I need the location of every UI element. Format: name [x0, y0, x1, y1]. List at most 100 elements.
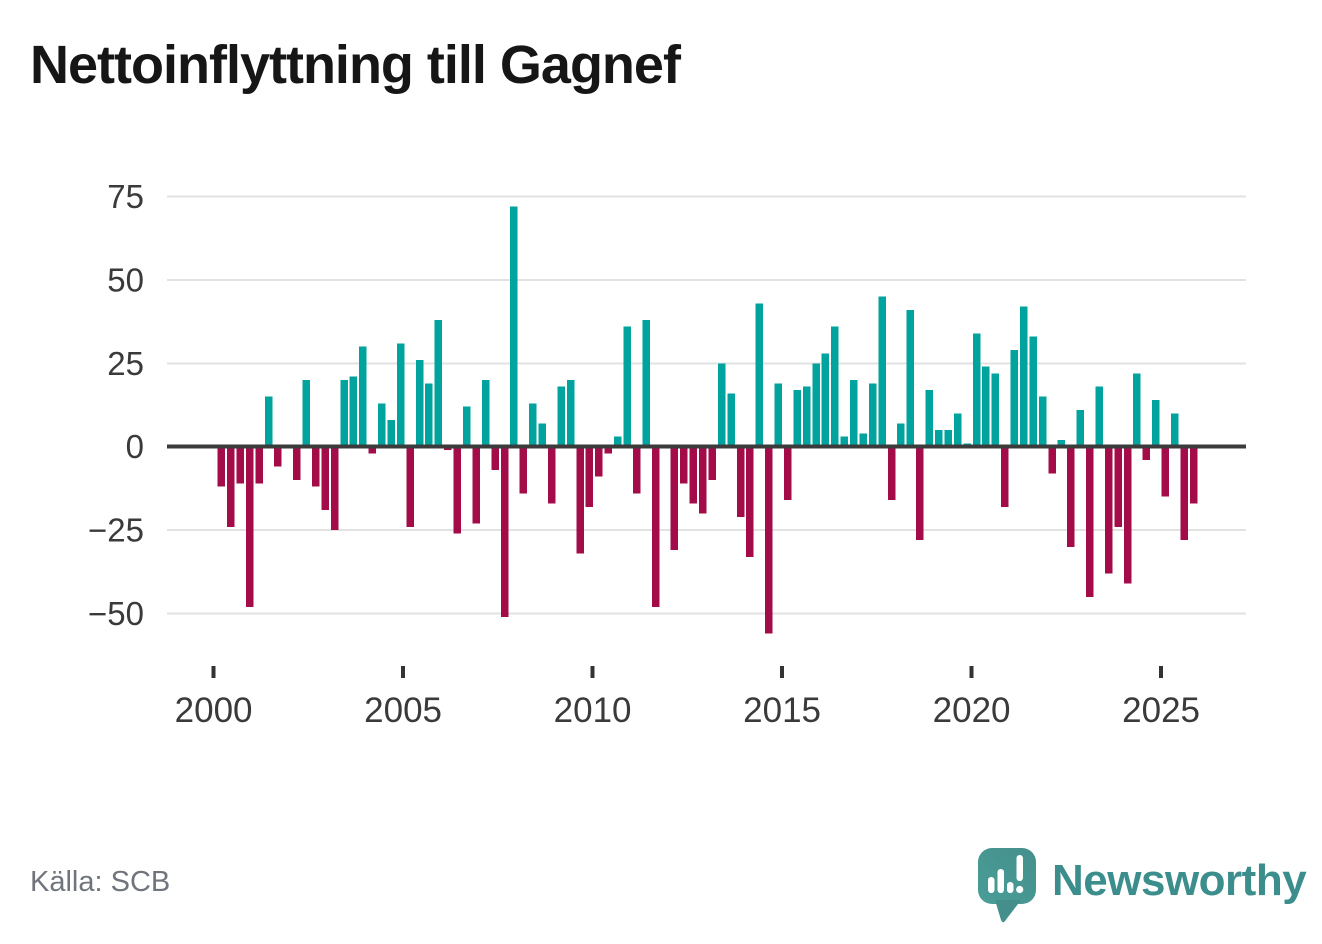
bar-2007-q4	[510, 206, 518, 447]
bar-2017-q1	[859, 433, 867, 447]
bar-2022-q2	[1057, 440, 1066, 447]
bar-2018-q1	[897, 423, 905, 447]
bar-2006-q4	[472, 446, 480, 524]
bar-2012-q2	[680, 446, 688, 484]
x-tick-2005	[401, 666, 406, 678]
y-axis-label--50: −50	[88, 595, 144, 632]
bar-2008-q1	[519, 446, 528, 494]
page-title: Nettoinflyttning till Gagnef	[30, 35, 681, 95]
bar-2005-q1	[406, 446, 414, 527]
bar-2000-q4	[245, 446, 254, 607]
bar-2003-q4	[359, 346, 367, 447]
bar-2020-q3	[991, 373, 1000, 447]
bar-2020-q1	[972, 333, 981, 447]
bar-2005-q3	[425, 383, 433, 447]
bar-2000-q1	[217, 446, 226, 487]
bar-2021-q2	[1019, 306, 1028, 447]
bar-2022-q4	[1076, 410, 1085, 447]
x-tick-2000	[211, 666, 216, 678]
bar-2024-q1	[1123, 446, 1132, 584]
bar-2009-q2	[566, 379, 575, 447]
bar-2005-q4	[434, 319, 443, 447]
bar-2013-q4	[736, 446, 745, 517]
bar-2010-q1	[595, 446, 603, 477]
bar-2025-q4	[1189, 446, 1198, 504]
bar-2003-q3	[349, 376, 358, 447]
bar-2016-q2	[831, 326, 839, 447]
bar-2021-q3	[1029, 336, 1037, 447]
bar-chart-speech-bubble-icon	[978, 848, 1036, 923]
bar-2004-q1	[368, 446, 377, 454]
bar-2018-q2	[906, 309, 915, 447]
bar-2022-q1	[1048, 446, 1056, 474]
bar-2007-q2	[491, 446, 499, 471]
y-axis-label-50: 50	[107, 261, 144, 298]
bar-2011-q1	[632, 446, 641, 494]
x-tick-label-2025: 2025	[1122, 691, 1200, 730]
bar-2009-q4	[585, 446, 594, 507]
bar-2025-q2	[1170, 413, 1179, 447]
bar-2001-q1	[255, 446, 263, 484]
bar-2006-q2	[453, 446, 462, 534]
bar-2023-q4	[1114, 446, 1122, 527]
bar-2024-q2	[1133, 373, 1141, 447]
bar-2017-q3	[878, 296, 886, 447]
bar-2009-q3	[576, 446, 584, 554]
bar-2013-q1	[708, 446, 716, 481]
bar-2009-q1	[557, 386, 565, 447]
x-axis: 2000 2005 2010 2015 2020 2025	[175, 666, 1200, 730]
bar-2008-q3	[538, 423, 547, 447]
bar-2011-q2	[642, 319, 650, 447]
bar-2004-q4	[396, 343, 405, 447]
bar-2024-q4	[1152, 400, 1160, 447]
bar-2010-q2	[604, 446, 613, 454]
bar-2019-q1	[934, 430, 943, 447]
bar-2021-q4	[1038, 396, 1047, 447]
bar-2007-q1	[481, 379, 490, 447]
x-tick-label-2020: 2020	[933, 691, 1011, 730]
bar-2018-q4	[925, 389, 934, 447]
bar-2021-q1	[1010, 349, 1019, 447]
bar-2015-q2	[793, 389, 801, 447]
bar-2013-q3	[727, 393, 735, 447]
bar-2010-q4	[623, 326, 631, 447]
bar-2000-q2	[226, 446, 235, 527]
bar-2020-q4	[1001, 446, 1009, 507]
bar-2014-q2	[755, 303, 764, 447]
x-tick-label-2005: 2005	[364, 691, 442, 730]
bar-2016-q3	[840, 436, 849, 447]
bar-2016-q4	[850, 379, 858, 447]
bar-2011-q3	[651, 446, 660, 607]
bar-2007-q3	[500, 446, 509, 617]
x-tick-label-2015: 2015	[743, 691, 821, 730]
x-tick-2010	[590, 666, 595, 678]
bar-2020-q2	[982, 366, 990, 447]
newsworthy-brand: Newsworthy	[976, 846, 1307, 926]
bar-2015-q4	[812, 363, 820, 447]
source-label: Källa: SCB	[30, 866, 171, 898]
bar-2001-q3	[274, 446, 282, 467]
bar-2015-q3	[802, 386, 811, 447]
bar-2002-q1	[293, 446, 301, 481]
bar-2012-q3	[689, 446, 698, 504]
y-axis-label-0: 0	[126, 428, 144, 465]
y-axis-labels: 75 50 25 0 −25 −50	[88, 178, 144, 632]
bar-2019-q2	[944, 430, 952, 447]
bar-2004-q3	[387, 420, 395, 447]
x-tick-2015	[780, 666, 785, 678]
bar-2014-q4	[774, 383, 783, 447]
bar-2005-q2	[415, 359, 424, 447]
gridlines	[167, 195, 1246, 615]
bar-2025-q3	[1180, 446, 1188, 541]
bar-2016-q1	[821, 353, 830, 447]
bar-2023-q2	[1095, 386, 1103, 447]
bar-2002-q2	[302, 379, 311, 447]
bar-2023-q3	[1104, 446, 1113, 574]
bar-2018-q3	[916, 446, 924, 541]
bar-2010-q3	[614, 436, 622, 447]
bar-2024-q3	[1142, 446, 1151, 461]
bar-2000-q3	[236, 446, 244, 484]
bar-2006-q3	[462, 406, 471, 447]
